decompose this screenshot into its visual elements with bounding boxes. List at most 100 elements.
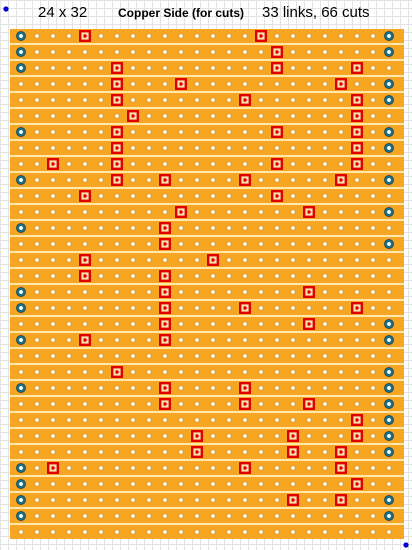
- track-cut-dot: [307, 210, 311, 214]
- hole: [242, 337, 248, 343]
- hole: [370, 257, 376, 263]
- hole: [98, 145, 104, 151]
- hole: [226, 321, 232, 327]
- hole: [210, 49, 216, 55]
- hole: [82, 433, 88, 439]
- hole: [258, 177, 264, 183]
- hole: [146, 369, 152, 375]
- hole: [162, 497, 168, 503]
- hole: [242, 161, 248, 167]
- hole: [34, 241, 40, 247]
- link-end-hole-center: [387, 338, 391, 342]
- hole: [274, 209, 280, 215]
- hole: [114, 113, 120, 119]
- strip-gap: [10, 331, 404, 333]
- hole: [18, 97, 24, 103]
- hole: [210, 65, 216, 71]
- hole: [210, 497, 216, 503]
- hole: [274, 337, 280, 343]
- hole: [82, 209, 88, 215]
- track-cut-dot: [259, 34, 263, 38]
- hole: [146, 401, 152, 407]
- hole: [178, 145, 184, 151]
- hole: [338, 369, 344, 375]
- track-cut-dot: [83, 194, 87, 198]
- track-cut-dot: [163, 402, 167, 406]
- copper-strip: [10, 365, 404, 379]
- hole: [274, 401, 280, 407]
- hole: [354, 385, 360, 391]
- hole: [34, 33, 40, 39]
- hole: [18, 209, 24, 215]
- hole: [178, 305, 184, 311]
- hole: [370, 209, 376, 215]
- hole: [146, 449, 152, 455]
- track-cut-dot: [179, 210, 183, 214]
- hole: [306, 433, 312, 439]
- hole: [194, 337, 200, 343]
- hole: [178, 225, 184, 231]
- hole: [338, 337, 344, 343]
- hole: [290, 401, 296, 407]
- hole: [178, 465, 184, 471]
- hole: [34, 417, 40, 423]
- hole: [50, 145, 56, 151]
- hole: [306, 337, 312, 343]
- hole: [338, 65, 344, 71]
- hole: [130, 305, 136, 311]
- hole: [50, 417, 56, 423]
- hole: [50, 129, 56, 135]
- hole: [274, 225, 280, 231]
- hole: [146, 497, 152, 503]
- copper-strip: [10, 413, 404, 427]
- hole: [114, 337, 120, 343]
- hole: [162, 193, 168, 199]
- hole: [370, 65, 376, 71]
- track-cut-dot: [163, 386, 167, 390]
- hole: [98, 97, 104, 103]
- hole: [66, 481, 72, 487]
- hole: [146, 161, 152, 167]
- strip-gap: [10, 523, 404, 525]
- hole: [226, 529, 232, 535]
- hole: [98, 177, 104, 183]
- track-cut-dot: [243, 466, 247, 470]
- hole: [322, 433, 328, 439]
- hole: [226, 481, 232, 487]
- hole: [226, 305, 232, 311]
- hole: [210, 337, 216, 343]
- hole: [82, 385, 88, 391]
- hole: [306, 465, 312, 471]
- hole: [178, 401, 184, 407]
- hole: [338, 433, 344, 439]
- hole: [34, 97, 40, 103]
- hole: [34, 225, 40, 231]
- track-cut-dot: [243, 386, 247, 390]
- hole: [18, 273, 24, 279]
- hole: [130, 465, 136, 471]
- hole: [130, 177, 136, 183]
- hole: [98, 321, 104, 327]
- hole: [178, 65, 184, 71]
- hole: [130, 417, 136, 423]
- hole: [114, 49, 120, 55]
- track-cut-dot: [355, 130, 359, 134]
- hole: [82, 241, 88, 247]
- hole: [18, 529, 24, 535]
- copper-strip: [10, 381, 404, 395]
- hole: [226, 129, 232, 135]
- hole: [82, 465, 88, 471]
- hole: [370, 369, 376, 375]
- hole: [114, 497, 120, 503]
- hole: [338, 161, 344, 167]
- hole: [114, 321, 120, 327]
- link-end-hole-center: [387, 178, 391, 182]
- link-end-hole-center: [19, 466, 23, 470]
- track-cut-dot: [163, 242, 167, 246]
- hole: [82, 65, 88, 71]
- hole: [338, 241, 344, 247]
- strip-gap: [10, 507, 404, 509]
- hole: [370, 145, 376, 151]
- hole: [178, 417, 184, 423]
- hole: [130, 193, 136, 199]
